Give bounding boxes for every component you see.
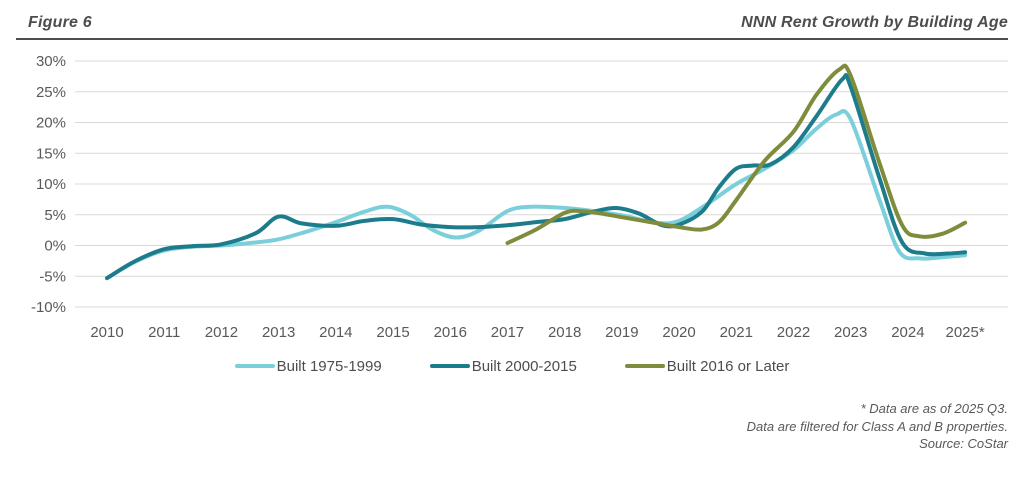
y-axis-tick-label: 5% — [44, 207, 66, 224]
y-axis-tick-label: 0% — [44, 238, 66, 255]
x-axis-tick-label: 2021 — [720, 324, 753, 341]
legend-label: Built 1975-1999 — [276, 357, 382, 375]
legend-item: Built 2016 or Later — [624, 357, 790, 375]
x-axis-tick-label: 2010 — [90, 324, 123, 341]
chart-area: 30% 25% 20% 15% 10% 5% 0% -5% -10% 2010 2011 2012 20… — [0, 40, 1024, 352]
figure-label: Figure 6 — [28, 14, 92, 31]
series-line-built-2016-or-later — [505, 63, 968, 245]
y-axis-tick-label: 15% — [36, 145, 66, 162]
x-axis-tick-label: 2013 — [262, 324, 295, 341]
footnote-source: Source: CoStar — [919, 436, 1008, 452]
y-axis-tick-label: 20% — [36, 115, 66, 132]
legend-label: Built 2016 or Later — [666, 357, 790, 375]
x-axis-tick-label: 2023 — [834, 324, 867, 341]
series-line-built-1975-1999 — [105, 109, 968, 281]
x-axis-tick-label: 2022 — [777, 324, 810, 341]
figure-header: Figure 6 NNN Rent Growth by Building Age — [0, 0, 1024, 32]
x-axis-tick-label: 2012 — [205, 324, 238, 341]
legend-line-swatch — [624, 364, 665, 368]
chart-title: NNN Rent Growth by Building Age — [741, 14, 1008, 31]
x-axis-tick-label: 2016 — [434, 324, 467, 341]
legend-item: Built 2000-2015 — [429, 357, 577, 375]
x-axis-tick-label: 2014 — [319, 324, 352, 341]
legend-item: Built 1975-1999 — [234, 357, 382, 375]
footnote-data-asof: * Data are as of 2025 Q3. — [860, 401, 1008, 416]
legend-label: Built 2000-2015 — [471, 357, 577, 375]
footnotes: * Data are as of 2025 Q3. Data are filte… — [0, 400, 1024, 453]
x-axis-tick-label: 2011 — [148, 324, 180, 341]
y-axis-tick-label: -10% — [31, 299, 66, 316]
y-axis-tick-label: 25% — [36, 84, 66, 101]
y-axis-tick-label: 10% — [36, 176, 66, 193]
x-axis-tick-label: 2015 — [376, 324, 409, 341]
legend-line-swatch — [234, 364, 275, 368]
x-axis-tick-label: 2017 — [491, 324, 524, 341]
footnote-filter: Data are filtered for Class A and B prop… — [746, 418, 1008, 434]
x-axis-tick-label: 2018 — [548, 324, 581, 341]
chart-legend: Built 1975-1999 Built 2000-2015 Built 2016… — [0, 354, 1024, 378]
header-rule — [16, 38, 1008, 40]
x-axis-tick-label: 2019 — [605, 324, 638, 341]
x-axis-tick-label: 2024 — [891, 324, 924, 341]
legend-line-swatch — [429, 364, 470, 368]
x-axis-tick-label: 2025* — [945, 324, 984, 341]
rent-growth-chart: 30% 25% 20% 15% 10% 5% 0% -5% -10% 2010 2011 2012 20… — [31, 53, 1008, 341]
series-line-built-2000-2015 — [105, 73, 968, 281]
x-axis-tick-label: 2020 — [662, 324, 695, 341]
y-axis-tick-label: -5% — [39, 268, 66, 285]
y-axis-tick-label: 30% — [36, 53, 66, 70]
